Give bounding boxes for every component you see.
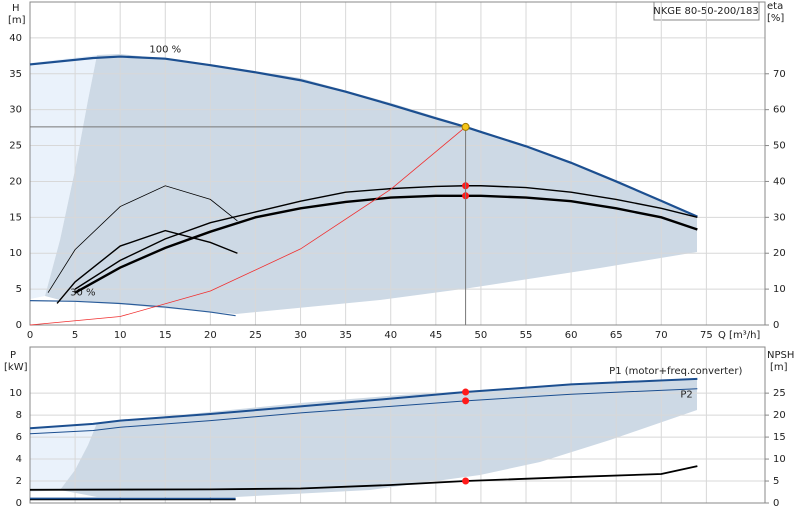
x-tick-label: 60: [565, 330, 578, 341]
y2-tick-label: 10: [773, 454, 786, 465]
curve: [29, 377, 698, 430]
curve-label: 100 %: [149, 45, 181, 56]
x-tick-label: 35: [339, 330, 352, 341]
operating-point: [462, 397, 470, 405]
y-axis-unit: [kW]: [4, 362, 28, 373]
y-tick-label: 10: [9, 248, 22, 259]
y2-tick-label: 25: [773, 388, 786, 399]
y2-axis-label: eta: [767, 1, 783, 12]
x-tick-label: 40: [384, 330, 397, 341]
series-name: P1 (motor+freq.converter): [609, 366, 742, 377]
y2-tick-label: 20: [773, 248, 786, 259]
x-tick-label: 55: [520, 330, 533, 341]
y-tick-label: 6: [16, 432, 22, 443]
y2-axis-unit: [m]: [770, 362, 788, 373]
curve: [74, 194, 698, 294]
y-tick-label: 30: [9, 105, 22, 116]
y-axis-label: P: [10, 350, 16, 361]
y2-tick-label: 50: [773, 141, 786, 152]
plot-frame: [29, 346, 766, 504]
y2-tick-label: 60: [773, 105, 786, 116]
y-tick-label: 4: [16, 454, 22, 465]
y-tick-label: 0: [16, 498, 22, 509]
y2-tick-label: 70: [773, 69, 786, 80]
y2-tick-label: 30: [773, 212, 786, 223]
y2-axis-unit: [%]: [767, 13, 784, 24]
y-tick-label: 8: [16, 410, 22, 421]
y-tick-label: 20: [9, 176, 22, 187]
operating-point: [462, 388, 470, 396]
y2-axis-label: NPSH: [767, 350, 794, 361]
y-tick-label: 35: [9, 69, 22, 80]
x-tick-label: 15: [159, 330, 172, 341]
curve: [56, 229, 238, 304]
y2-tick-label: 0: [773, 320, 779, 331]
x-tick-label: 25: [249, 330, 262, 341]
y2-tick-label: 5: [773, 476, 779, 487]
light-region: [30, 423, 97, 492]
y-tick-label: 0: [16, 320, 22, 331]
x-tick-label: 45: [429, 330, 442, 341]
y-axis-label: H: [12, 3, 20, 14]
y2-tick-label: 20: [773, 410, 786, 421]
y-tick-label: 2: [16, 476, 22, 487]
y-tick-label: 15: [9, 212, 22, 223]
x-tick-label: 20: [204, 330, 217, 341]
y-tick-label: 10: [9, 388, 22, 399]
curve: [29, 299, 236, 317]
y-tick-label: 25: [9, 141, 22, 152]
y2-tick-label: 40: [773, 176, 786, 187]
x-tick-label: 75: [700, 330, 713, 341]
operating-region: [60, 379, 697, 497]
x-tick-label: 0: [27, 330, 33, 341]
x-tick-label: 70: [655, 330, 668, 341]
operating-point: [461, 122, 470, 131]
y-axis-unit: [m]: [8, 15, 26, 26]
plot-frame: [29, 1, 766, 326]
curve: [29, 55, 698, 218]
curve: [29, 126, 466, 326]
background: [30, 54, 697, 497]
x-tick-label: 5: [72, 330, 78, 341]
light-region: [30, 55, 97, 299]
y-tick-label: 5: [16, 284, 22, 295]
y2-tick-label: 0: [773, 498, 779, 509]
operating-region: [45, 54, 697, 314]
curve: [74, 185, 698, 290]
curve: [47, 185, 238, 293]
curve-label: 30 %: [70, 287, 95, 298]
x-axis-label: Q [m³/h]: [718, 330, 760, 341]
operating-point: [462, 477, 470, 485]
x-tick-label: 10: [114, 330, 127, 341]
y-tick-label: 40: [9, 33, 22, 44]
curve: [29, 388, 698, 435]
x-tick-label: 50: [475, 330, 488, 341]
curve: [29, 465, 698, 491]
series-name: P2: [680, 390, 692, 401]
x-tick-label: 30: [294, 330, 307, 341]
y2-tick-label: 10: [773, 284, 786, 295]
y2-tick-label: 15: [773, 432, 786, 443]
x-tick-label: 65: [610, 330, 623, 341]
